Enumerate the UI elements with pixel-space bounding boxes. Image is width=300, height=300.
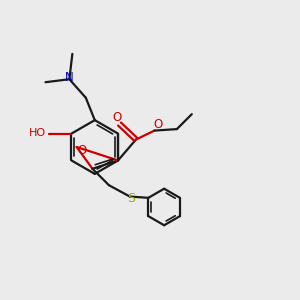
Text: S: S: [127, 192, 135, 205]
Text: O: O: [153, 118, 163, 131]
Text: N: N: [65, 71, 74, 84]
Text: O: O: [77, 144, 87, 157]
Text: HO: HO: [29, 128, 46, 138]
Text: O: O: [112, 111, 121, 124]
